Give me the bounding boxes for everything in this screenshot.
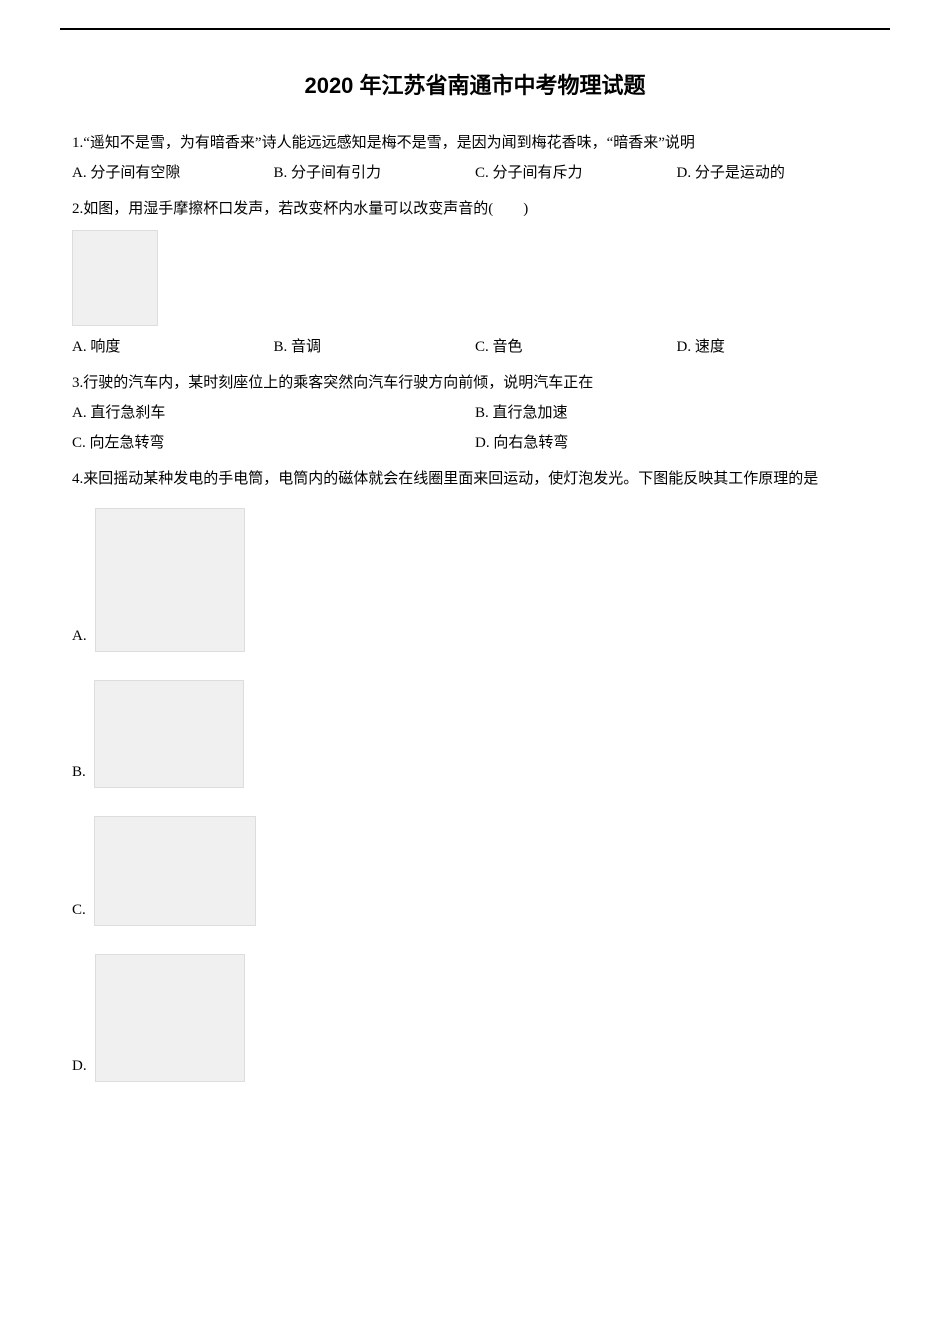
q2-options: A. 响度 B. 音调 C. 音色 D. 速度 — [72, 332, 878, 362]
q4-opt-d-image — [95, 954, 245, 1082]
opt-text: 音色 — [493, 339, 523, 355]
q3-opt-d: D. 向右急转弯 — [475, 428, 878, 458]
q1-opt-c: C. 分子间有斥力 — [475, 158, 677, 188]
q2-opt-b: B. 音调 — [274, 332, 476, 362]
q4-opt-c: C. — [72, 816, 878, 926]
q4-text: 来回摇动某种发电的手电筒，电筒内的磁体就会在线圈里面来回运动，使灯泡发光。下图能… — [83, 471, 818, 487]
opt-text: 分子间有引力 — [291, 165, 381, 181]
opt-text: 向右急转弯 — [493, 435, 568, 451]
q2-opt-a: A. 响度 — [72, 332, 274, 362]
q4-stem: 4.来回摇动某种发电的手电筒，电筒内的磁体就会在线圈里面来回运动，使灯泡发光。下… — [72, 464, 878, 494]
opt-letter: D. — [72, 1059, 87, 1082]
opt-letter: C. — [72, 903, 86, 926]
q2-image — [72, 230, 158, 326]
q2-stem: 2.如图，用湿手摩擦杯口发声，若改变杯内水量可以改变声音的( ) — [72, 194, 878, 224]
opt-letter: A. — [72, 339, 87, 355]
q3-opt-b: B. 直行急加速 — [475, 398, 878, 428]
opt-letter: B. — [274, 339, 288, 355]
q2-opt-c: C. 音色 — [475, 332, 677, 362]
q4-opt-a: A. — [72, 508, 878, 652]
q2-figure — [72, 230, 878, 326]
q2-text: 如图，用湿手摩擦杯口发声，若改变杯内水量可以改变声音的( ) — [83, 201, 528, 217]
q3-stem: 3.行驶的汽车内，某时刻座位上的乘客突然向汽车行驶方向前倾，说明汽车正在 — [72, 368, 878, 398]
q3-opt-c: C. 向左急转弯 — [72, 428, 475, 458]
q1-opt-a: A. 分子间有空隙 — [72, 158, 274, 188]
q4-opt-a-image — [95, 508, 245, 652]
q2-opt-d: D. 速度 — [677, 332, 879, 362]
opt-text: 响度 — [90, 339, 120, 355]
opt-letter: B. — [72, 765, 86, 788]
q3-options: A. 直行急刹车 B. 直行急加速 C. 向左急转弯 D. 向右急转弯 — [72, 398, 878, 458]
opt-letter: C. — [72, 435, 86, 451]
q1-num: 1. — [72, 135, 83, 151]
q4-opt-c-image — [94, 816, 256, 926]
opt-text: 直行急刹车 — [90, 405, 165, 421]
opt-text: 分子间有空隙 — [90, 165, 180, 181]
opt-text: 向左急转弯 — [90, 435, 165, 451]
page-title: 2020 年江苏省南通市中考物理试题 — [0, 68, 950, 100]
question-list: 1.“遥知不是雪，为有暗香来”诗人能远远感知是梅不是雪，是因为闻到梅花香味，“暗… — [0, 128, 950, 1082]
q4-num: 4. — [72, 471, 83, 487]
q1-options: A. 分子间有空隙 B. 分子间有引力 C. 分子间有斥力 D. 分子是运动的 — [72, 158, 878, 188]
opt-text: 分子是运动的 — [695, 165, 785, 181]
opt-letter: D. — [677, 165, 692, 181]
opt-letter: C. — [475, 165, 489, 181]
opt-text: 速度 — [695, 339, 725, 355]
q4-opt-d: D. — [72, 954, 878, 1082]
opt-letter: D. — [677, 339, 692, 355]
q1-opt-b: B. 分子间有引力 — [274, 158, 476, 188]
opt-letter: A. — [72, 405, 87, 421]
q2-num: 2. — [72, 201, 83, 217]
opt-letter: A. — [72, 165, 87, 181]
q4-opt-b: B. — [72, 680, 878, 788]
q1-stem: 1.“遥知不是雪，为有暗香来”诗人能远远感知是梅不是雪，是因为闻到梅花香味，“暗… — [72, 128, 878, 158]
opt-text: 音调 — [291, 339, 321, 355]
q1-opt-d: D. 分子是运动的 — [677, 158, 879, 188]
opt-letter: D. — [475, 435, 490, 451]
top-divider — [60, 28, 890, 30]
q3-text: 行驶的汽车内，某时刻座位上的乘客突然向汽车行驶方向前倾，说明汽车正在 — [83, 375, 593, 391]
q3-opt-a: A. 直行急刹车 — [72, 398, 475, 428]
q1-text: “遥知不是雪，为有暗香来”诗人能远远感知是梅不是雪，是因为闻到梅花香味，“暗香来… — [83, 135, 695, 151]
opt-letter: C. — [475, 339, 489, 355]
opt-letter: B. — [475, 405, 489, 421]
opt-letter: A. — [72, 629, 87, 652]
q4-opt-b-image — [94, 680, 244, 788]
opt-text: 直行急加速 — [493, 405, 568, 421]
opt-text: 分子间有斥力 — [493, 165, 583, 181]
q3-num: 3. — [72, 375, 83, 391]
opt-letter: B. — [274, 165, 288, 181]
